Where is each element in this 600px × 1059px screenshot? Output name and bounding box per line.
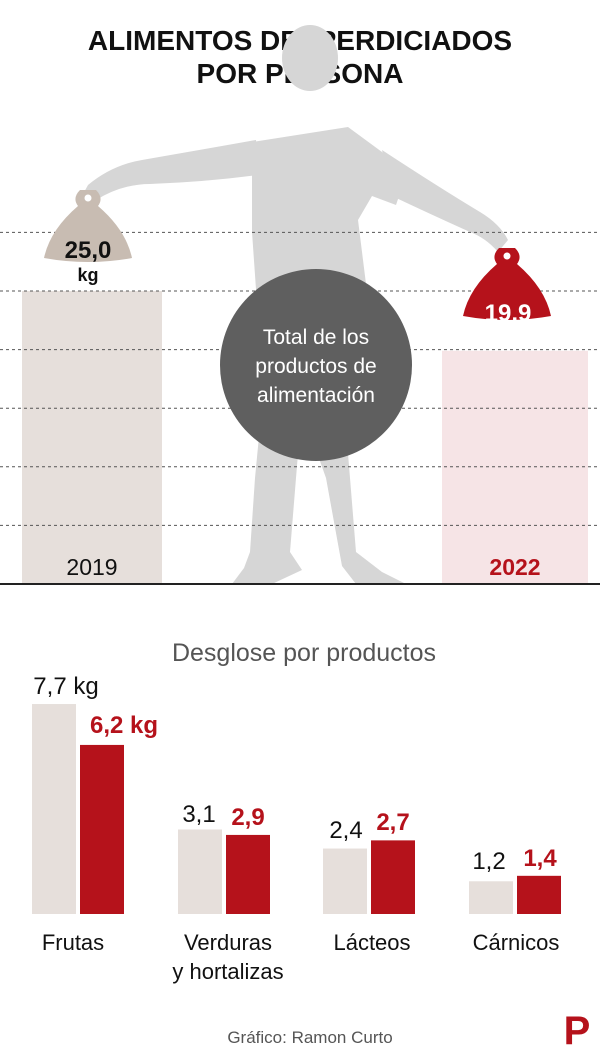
silhouette-right-arm — [382, 150, 508, 252]
bag-handle-hole — [503, 252, 511, 260]
breakdown-value-label-2022: 2,9 — [231, 804, 264, 831]
breakdown-value-label-2019: 3,1 — [182, 801, 215, 828]
breakdown-value-label-2019: 2,4 — [329, 817, 362, 844]
category-label: y hortalizas — [172, 959, 283, 984]
unit-label-2022: kg — [497, 328, 518, 348]
bag-body — [463, 248, 551, 320]
breakdown-bar-2022 — [226, 834, 270, 914]
category-group — [178, 829, 270, 914]
breakdown-bar-2019 — [32, 704, 76, 914]
breakdown-value-label-2019: 7,7 kg — [33, 673, 98, 700]
silhouette-left-arm — [82, 140, 258, 200]
silhouette-head — [282, 25, 338, 91]
shopping-bag-icon — [44, 190, 132, 262]
category-label: Lácteos — [333, 930, 410, 955]
year-label-2019: 2019 — [66, 554, 117, 580]
bag-body — [44, 190, 132, 262]
breakdown-value-label-2022: 6,2 kg — [90, 712, 158, 739]
breakdown-bar-2022 — [517, 875, 561, 914]
total-bar-2019 — [22, 291, 162, 584]
breakdown-value-label-2019: 1,2 — [472, 848, 505, 875]
category-label: Frutas — [42, 930, 104, 955]
weight-bag-icon — [463, 248, 551, 320]
value-label-2019: 25,0 — [65, 237, 112, 264]
category-label: Cárnicos — [473, 930, 560, 955]
circle-text-line: Total de los — [263, 326, 369, 349]
breakdown-value-label-2022: 2,7 — [376, 809, 409, 836]
breakdown-title: Desglose por productos — [172, 639, 436, 667]
category-group — [469, 875, 561, 914]
breakdown-bar-2022 — [371, 840, 415, 914]
breakdown-bar-2019 — [178, 829, 222, 914]
breakdown-bar-2022 — [80, 744, 124, 914]
brand-logo-icon: P — [564, 1009, 591, 1053]
circle-text-line: alimentación — [257, 384, 375, 407]
unit-label-2019: kg — [77, 265, 98, 285]
breakdown-bar-2019 — [323, 848, 367, 914]
total-bar-2022 — [442, 350, 588, 584]
value-label-2022: 19,9 — [485, 300, 532, 327]
bag-handle-hole — [84, 194, 92, 202]
total-bars — [22, 291, 588, 584]
breakdown-bar-2019 — [469, 881, 513, 914]
credit-text: Gráfico: Ramon Curto — [227, 1028, 392, 1047]
category-group — [32, 704, 124, 914]
category-label: Verduras — [184, 930, 272, 955]
category-group — [323, 840, 415, 914]
year-label-2022: 2022 — [489, 554, 540, 580]
circle-text-line: productos de — [255, 355, 376, 378]
breakdown-value-label-2022: 1,4 — [523, 845, 557, 872]
total-circle — [220, 269, 412, 461]
